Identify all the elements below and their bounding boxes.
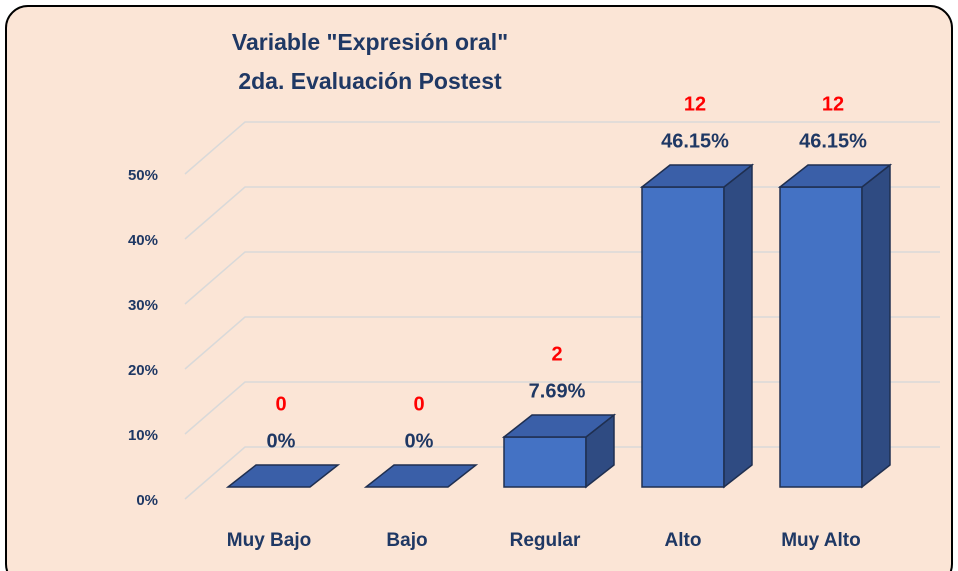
value-label: 0%: [405, 430, 434, 452]
bar-top: [777, 164, 893, 188]
bar-front: [503, 436, 587, 488]
bar: [501, 413, 617, 489]
x-tick-label: Bajo: [386, 530, 427, 551]
bar-side: [861, 163, 891, 489]
bar-front: [779, 186, 863, 488]
value-label: 46.15%: [661, 130, 729, 152]
grid-line: [184, 121, 940, 175]
y-tick-label: 30%: [128, 297, 158, 314]
count-label: 0: [275, 393, 286, 415]
count-label: 0: [413, 393, 424, 415]
bar: [225, 464, 341, 488]
count-label: 12: [684, 93, 706, 115]
x-tick-label: Alto: [665, 530, 702, 551]
y-tick-label: 20%: [128, 362, 158, 379]
value-label: 0%: [267, 430, 296, 452]
bar-front: [641, 186, 725, 488]
count-label: 12: [822, 93, 844, 115]
bar-top: [501, 414, 617, 438]
y-tick-label: 0%: [136, 492, 158, 509]
x-tick-label: Muy Alto: [781, 530, 861, 551]
value-label: 7.69%: [529, 380, 586, 402]
count-label: 2: [551, 343, 562, 365]
bar-top: [225, 464, 341, 488]
value-label: 46.15%: [799, 130, 867, 152]
x-tick-label: Muy Bajo: [227, 530, 311, 551]
y-tick-label: 10%: [128, 427, 158, 444]
bar-top: [363, 464, 479, 488]
chart-title: Variable "Expresión oral": [232, 29, 508, 55]
bar-top: [639, 164, 755, 188]
y-tick-label: 40%: [128, 232, 158, 249]
bar: [363, 464, 479, 488]
chart-subtitle: 2da. Evaluación Postest: [238, 68, 502, 94]
bar: [639, 163, 755, 489]
x-tick-label: Regular: [510, 530, 581, 551]
bar-side: [723, 163, 753, 489]
y-tick-label: 50%: [128, 167, 158, 184]
bar: [777, 163, 893, 489]
